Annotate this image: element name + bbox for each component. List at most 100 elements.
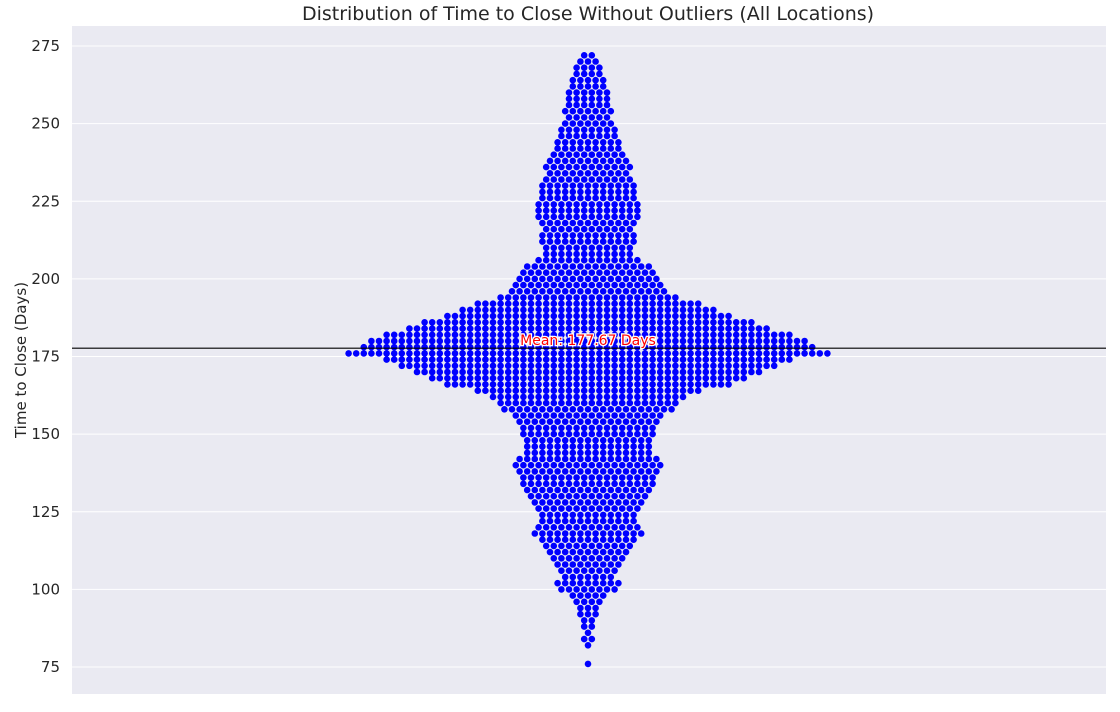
data-point	[679, 374, 687, 382]
data-point	[421, 319, 428, 326]
data-point	[626, 244, 634, 252]
data-point	[512, 381, 520, 388]
data-point	[558, 374, 565, 382]
data-point	[550, 312, 558, 320]
data-point	[428, 325, 436, 332]
data-point	[634, 281, 641, 289]
data-point	[482, 337, 489, 345]
data-point	[512, 393, 520, 401]
data-point	[626, 201, 634, 208]
data-point	[641, 319, 649, 326]
data-point	[573, 542, 580, 550]
data-point	[786, 331, 793, 339]
data-point	[497, 319, 504, 326]
data-point	[554, 406, 561, 413]
data-point	[520, 281, 527, 289]
data-point	[474, 337, 482, 345]
data-point	[732, 343, 740, 351]
data-point	[444, 312, 451, 320]
data-point	[421, 362, 428, 370]
data-point	[539, 238, 546, 245]
data-point	[542, 474, 550, 481]
data-point	[573, 555, 580, 562]
data-point	[615, 455, 622, 463]
data-point	[398, 362, 406, 370]
data-point	[588, 635, 596, 643]
data-point	[778, 350, 786, 357]
data-point	[550, 213, 558, 221]
data-point	[474, 319, 482, 326]
data-point	[740, 337, 748, 345]
data-point	[634, 368, 641, 376]
data-point	[466, 337, 474, 345]
data-point	[664, 399, 672, 407]
data-point	[588, 163, 596, 171]
data-point	[611, 381, 618, 388]
data-point	[584, 561, 592, 568]
data-point	[565, 350, 573, 357]
data-point	[611, 207, 618, 214]
data-point	[558, 225, 565, 233]
data-point	[679, 387, 687, 395]
data-point	[569, 418, 577, 426]
data-point	[611, 126, 618, 134]
data-point	[558, 542, 565, 550]
data-point	[428, 374, 436, 382]
data-point	[554, 219, 561, 227]
data-point	[561, 486, 569, 494]
data-point	[763, 343, 770, 351]
data-point	[512, 374, 520, 382]
data-point	[451, 319, 459, 326]
data-point	[645, 443, 653, 450]
data-point	[504, 393, 512, 401]
data-point	[520, 461, 527, 469]
data-point	[558, 306, 565, 314]
data-point	[398, 343, 406, 351]
data-point	[542, 331, 550, 339]
data-point	[436, 325, 444, 332]
data-point	[649, 306, 656, 314]
data-point	[497, 381, 504, 388]
data-point	[664, 337, 672, 345]
data-point	[622, 548, 630, 556]
data-point	[573, 176, 580, 183]
data-point	[710, 337, 717, 345]
data-point	[535, 213, 542, 221]
data-point	[577, 145, 584, 152]
data-point	[542, 492, 550, 500]
data-point	[748, 319, 755, 326]
data-point	[649, 368, 656, 376]
data-point	[451, 356, 459, 363]
data-point	[531, 468, 539, 475]
data-point	[603, 374, 611, 382]
data-point	[694, 387, 702, 395]
data-point	[607, 517, 615, 525]
data-point	[520, 387, 527, 395]
data-point	[653, 468, 660, 475]
data-point	[584, 145, 592, 152]
data-point	[607, 530, 615, 537]
data-point	[603, 256, 611, 264]
data-point	[577, 219, 584, 227]
data-point	[444, 319, 451, 326]
data-point	[535, 343, 542, 351]
data-point	[649, 350, 656, 357]
data-point	[546, 443, 554, 450]
data-point	[599, 573, 607, 581]
data-point	[717, 350, 725, 357]
data-point	[360, 350, 368, 357]
data-point	[368, 343, 375, 351]
data-point	[645, 263, 653, 270]
data-point	[542, 163, 550, 171]
data-point	[542, 244, 550, 252]
data-point	[634, 387, 641, 395]
data-point	[542, 319, 550, 326]
data-point	[546, 275, 554, 283]
data-point	[626, 163, 634, 171]
data-point	[599, 76, 607, 84]
data-point	[569, 83, 577, 90]
y-tick-label: 175	[31, 348, 60, 366]
data-point	[618, 281, 626, 289]
data-point	[599, 83, 607, 90]
data-point	[542, 480, 550, 488]
